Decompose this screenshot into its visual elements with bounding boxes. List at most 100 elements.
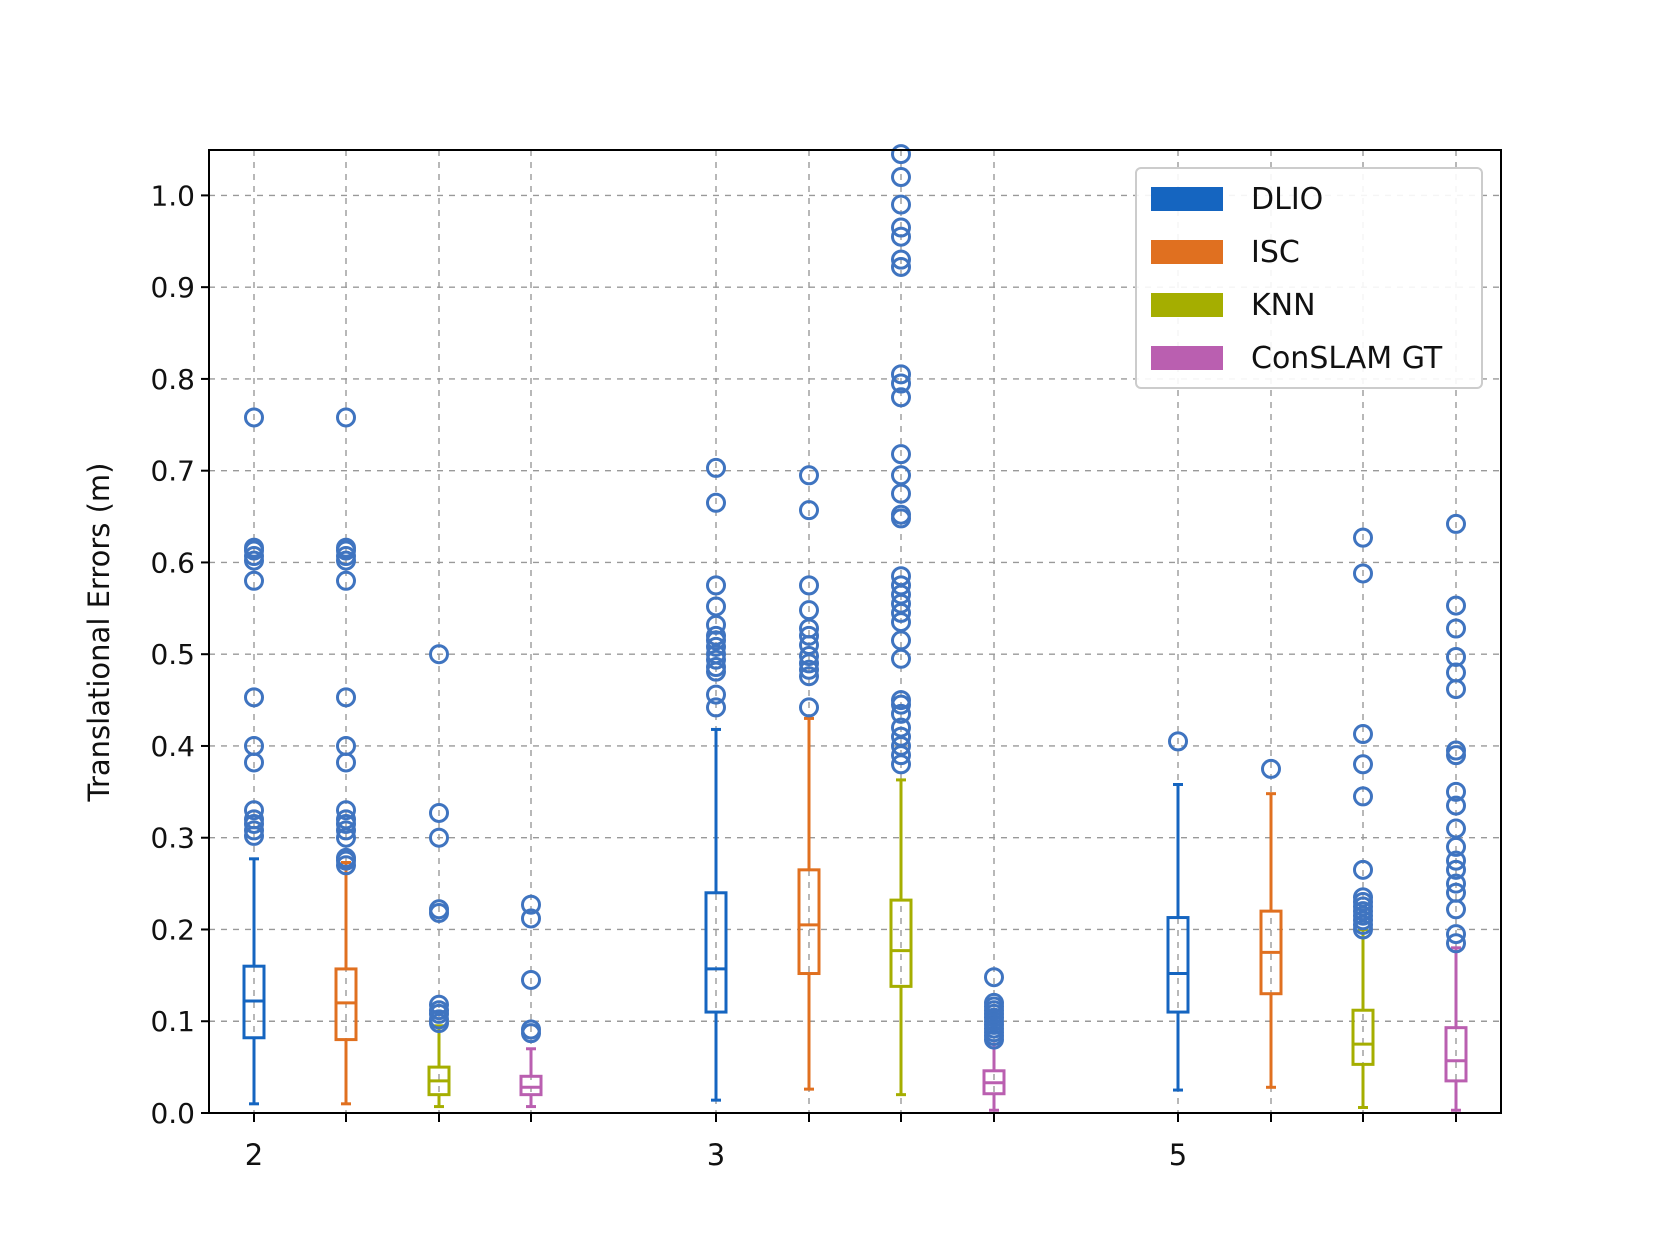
outlier-point	[891, 465, 911, 486]
legend-swatch	[1151, 240, 1223, 264]
box-iqr	[1351, 1008, 1375, 1066]
y-tick-label: 0.5	[150, 638, 195, 671]
outlier-point	[1446, 595, 1466, 616]
outlier-point	[336, 407, 356, 428]
y-tick-label: 0.7	[150, 455, 195, 488]
outlier-point	[244, 809, 264, 830]
outlier-point	[1446, 859, 1466, 880]
y-axis-label: Translational Errors (m)	[82, 463, 116, 803]
box-isc-group-5	[1259, 758, 1283, 1089]
outlier-point	[706, 457, 726, 478]
outlier-point	[429, 899, 449, 920]
outlier-point	[891, 717, 911, 738]
box-conslam-gt-group-5	[1444, 513, 1468, 1112]
x-tick-label: 3	[707, 1138, 725, 1172]
outlier-point	[1353, 724, 1373, 745]
outlier-point	[799, 500, 819, 521]
box-isc-group-3	[797, 465, 821, 1091]
outlier-point	[1446, 513, 1466, 534]
box-conslam-gt-group-2	[519, 894, 543, 1109]
outlier-point	[1353, 563, 1373, 584]
y-tick-label: 0.0	[150, 1097, 195, 1130]
outlier-point	[799, 575, 819, 596]
y-tick-label: 0.6	[150, 546, 195, 579]
outlier-point	[1446, 795, 1466, 816]
outlier-point	[984, 967, 1004, 988]
legend-swatch	[1151, 187, 1223, 211]
x-tick-label: 5	[1169, 1138, 1187, 1172]
outlier-point	[244, 537, 264, 558]
outlier-point	[521, 969, 541, 990]
outlier-point	[891, 504, 911, 525]
outlier-point	[336, 546, 356, 567]
box-knn-group-2	[427, 644, 451, 1109]
outlier-point	[336, 570, 356, 591]
box-iqr	[889, 898, 913, 988]
outlier-point	[429, 802, 449, 823]
box-series	[242, 144, 1468, 1112]
y-tick-label: 0.8	[150, 363, 195, 396]
legend-label: DLIO	[1251, 182, 1323, 217]
outlier-point	[244, 800, 264, 821]
y-tick-label: 0.4	[150, 730, 195, 763]
outlier-point	[1446, 818, 1466, 839]
outlier-point	[1446, 924, 1466, 945]
box-iqr	[797, 868, 821, 976]
outlier-point	[799, 600, 819, 621]
outlier-point	[984, 992, 1004, 1013]
legend-label: ConSLAM GT	[1251, 341, 1443, 376]
outlier-point	[1446, 781, 1466, 802]
outlier-point	[1168, 731, 1188, 752]
outlier-point	[891, 256, 911, 277]
outlier-point	[891, 703, 911, 724]
outlier-point	[521, 894, 541, 915]
outlier-point	[799, 646, 819, 667]
box-isc-group-2	[334, 407, 358, 1106]
outlier-point	[336, 809, 356, 830]
x-tick-label: 2	[245, 1138, 263, 1172]
outlier-point	[521, 908, 541, 929]
outlier-point	[429, 1009, 449, 1030]
legend: DLIO ISC KNN ConSLAM GT	[1135, 167, 1483, 389]
box-dlio-group-5	[1166, 731, 1190, 1092]
outlier-point	[1353, 754, 1373, 775]
y-tick-label: 1.0	[150, 179, 195, 212]
outlier-point	[891, 575, 911, 596]
outlier-point	[1446, 882, 1466, 903]
outlier-point	[429, 644, 449, 665]
outlier-point	[336, 847, 356, 868]
outlier-point	[706, 649, 726, 670]
outlier-point	[799, 465, 819, 486]
box-iqr	[1166, 916, 1190, 1014]
x-axis: 2 3 5	[245, 1113, 1457, 1172]
outlier-point	[891, 217, 911, 238]
outlier-point	[336, 735, 356, 756]
outlier-point	[336, 537, 356, 558]
plot-frame	[208, 149, 1502, 1114]
outlier-point	[1261, 758, 1281, 779]
outlier-point	[244, 546, 264, 567]
outlier-point	[799, 697, 819, 718]
outlier-point	[429, 994, 449, 1015]
box-knn-group-3	[889, 144, 913, 1097]
outlier-point	[799, 666, 819, 687]
outlier-point	[1446, 740, 1466, 761]
outlier-point	[891, 167, 911, 188]
outlier-point	[244, 687, 264, 708]
outlier-point	[521, 1019, 541, 1040]
outlier-point	[706, 636, 726, 657]
outlier-point	[891, 726, 911, 747]
outlier-point	[706, 657, 726, 678]
outlier-point	[244, 735, 264, 756]
box-knn-group-5	[1351, 527, 1375, 1109]
legend-swatch	[1151, 346, 1223, 370]
box-conslam-gt-group-3	[982, 967, 1006, 1112]
outlier-point	[891, 226, 911, 247]
y-tick-label: 0.3	[150, 822, 195, 855]
legend-frame	[1135, 167, 1483, 389]
outlier-point	[799, 659, 819, 680]
legend-label: ISC	[1251, 235, 1300, 270]
outlier-point	[891, 364, 911, 385]
outlier-point	[1446, 646, 1466, 667]
y-tick-label: 0.2	[150, 913, 195, 946]
